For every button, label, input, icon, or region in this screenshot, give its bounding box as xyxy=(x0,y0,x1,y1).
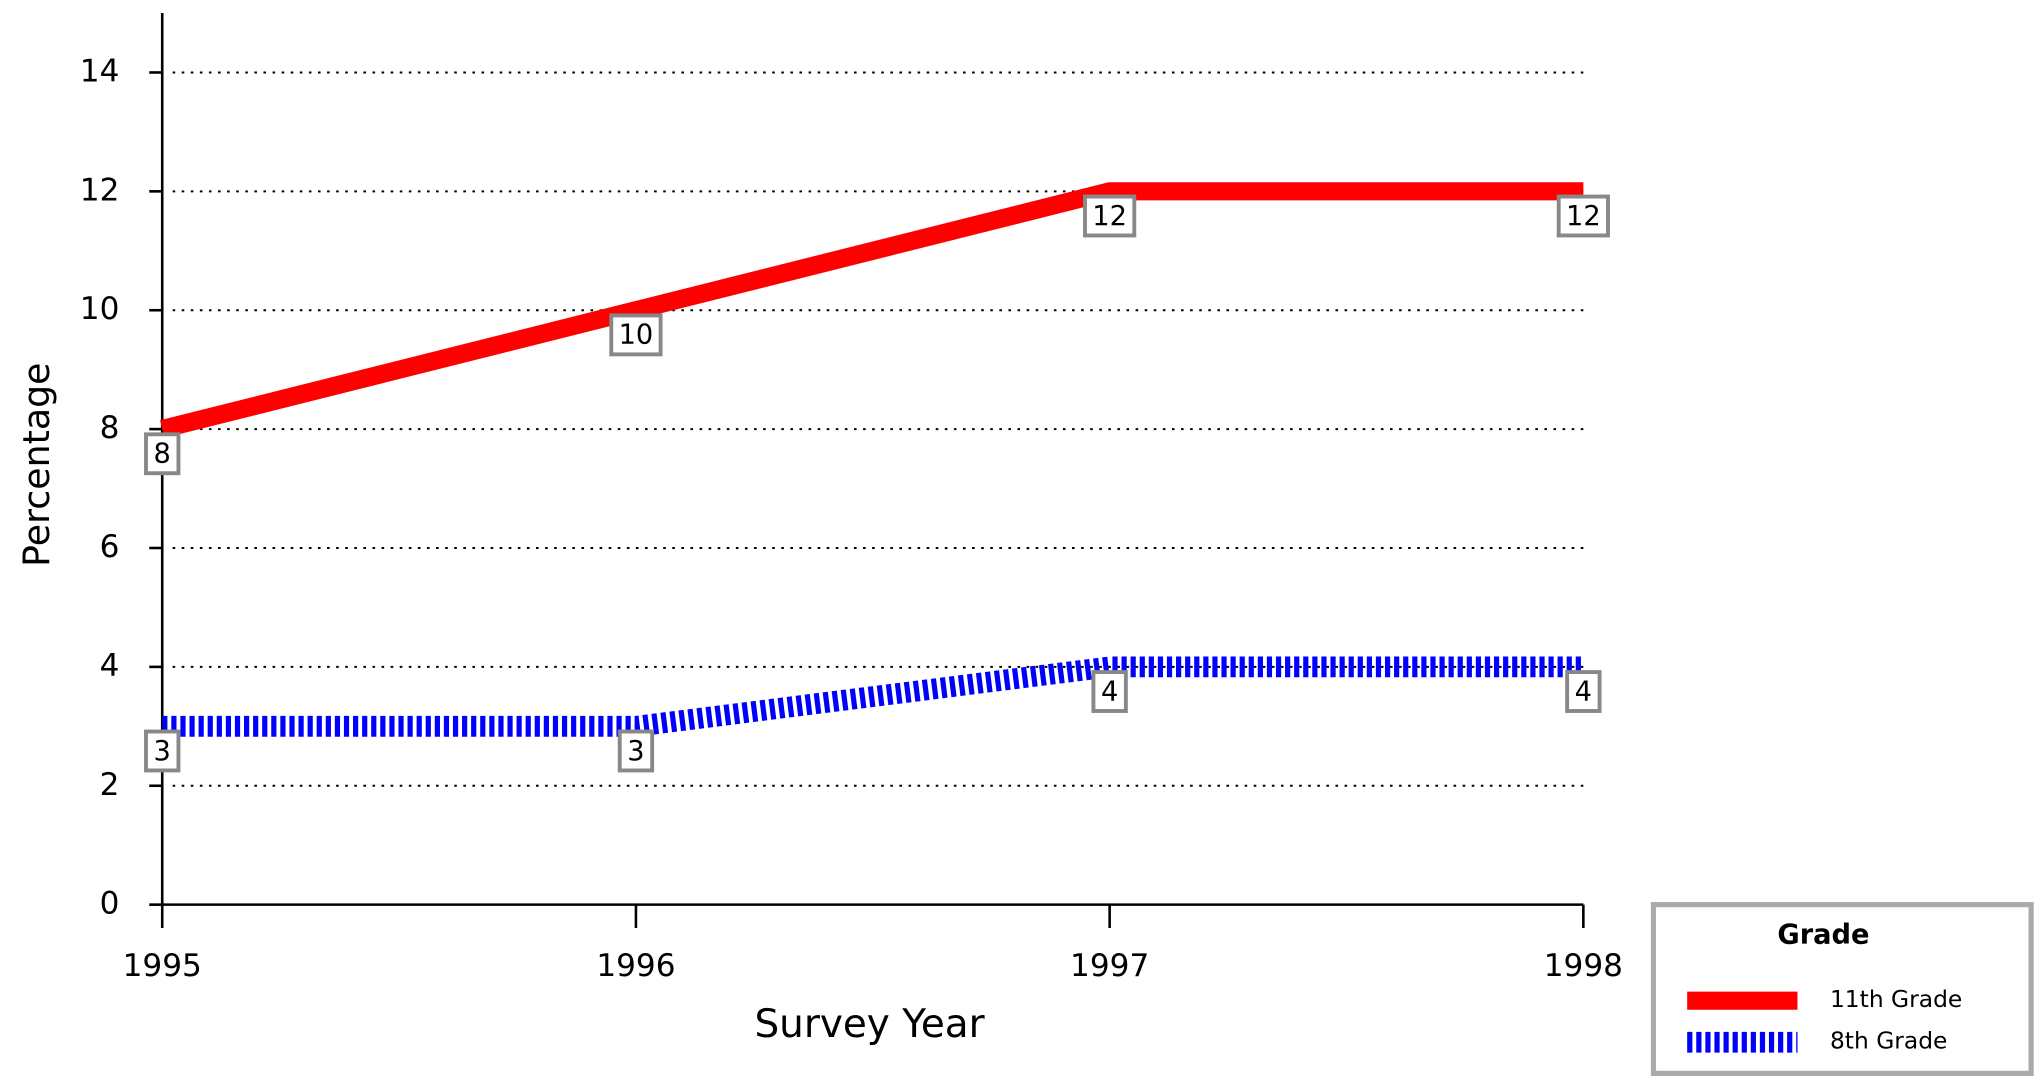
legend-title: Grade xyxy=(1777,919,1869,950)
y-tick-label: 6 xyxy=(100,529,120,565)
data-label-box xyxy=(1565,670,1602,713)
data-label-box xyxy=(1091,670,1128,713)
data-label-box xyxy=(144,729,181,773)
x-tick-label: 1997 xyxy=(1070,948,1149,984)
legend-label: 11th Grade xyxy=(1830,985,1962,1013)
data-label: 12 xyxy=(1092,201,1127,232)
data-label-box xyxy=(1556,194,1610,238)
legend-label: 8th Grade xyxy=(1830,1027,1947,1055)
series-line xyxy=(162,656,1584,737)
data-label: 4 xyxy=(1575,676,1592,707)
y-tick-label: 10 xyxy=(80,291,120,327)
data-label: 8 xyxy=(154,439,171,470)
data-label: 3 xyxy=(627,736,644,767)
y-tick-label: 0 xyxy=(100,886,120,922)
legend-box xyxy=(1650,902,2034,1076)
y-axis-label: Percentage xyxy=(15,362,58,566)
x-tick-label: 1998 xyxy=(1544,948,1623,984)
y-tick-label: 12 xyxy=(80,172,120,208)
x-tick-label: 1996 xyxy=(596,948,675,984)
data-label: 12 xyxy=(1566,201,1601,232)
data-label-box xyxy=(617,729,655,773)
x-tick-label: 1995 xyxy=(123,948,202,984)
data-label: 4 xyxy=(1101,676,1118,707)
y-tick-label: 14 xyxy=(80,53,120,89)
y-tick-label: 8 xyxy=(100,410,120,446)
y-tick-label: 4 xyxy=(100,648,120,684)
y-tick-label: 2 xyxy=(100,767,120,803)
data-label: 10 xyxy=(619,320,654,351)
data-label-box xyxy=(609,313,663,357)
data-label-box xyxy=(1083,194,1137,238)
data-label: 3 xyxy=(154,736,171,767)
data-label-box xyxy=(144,432,181,476)
series-line xyxy=(160,182,1584,438)
x-axis-label: Survey Year xyxy=(754,1002,984,1047)
